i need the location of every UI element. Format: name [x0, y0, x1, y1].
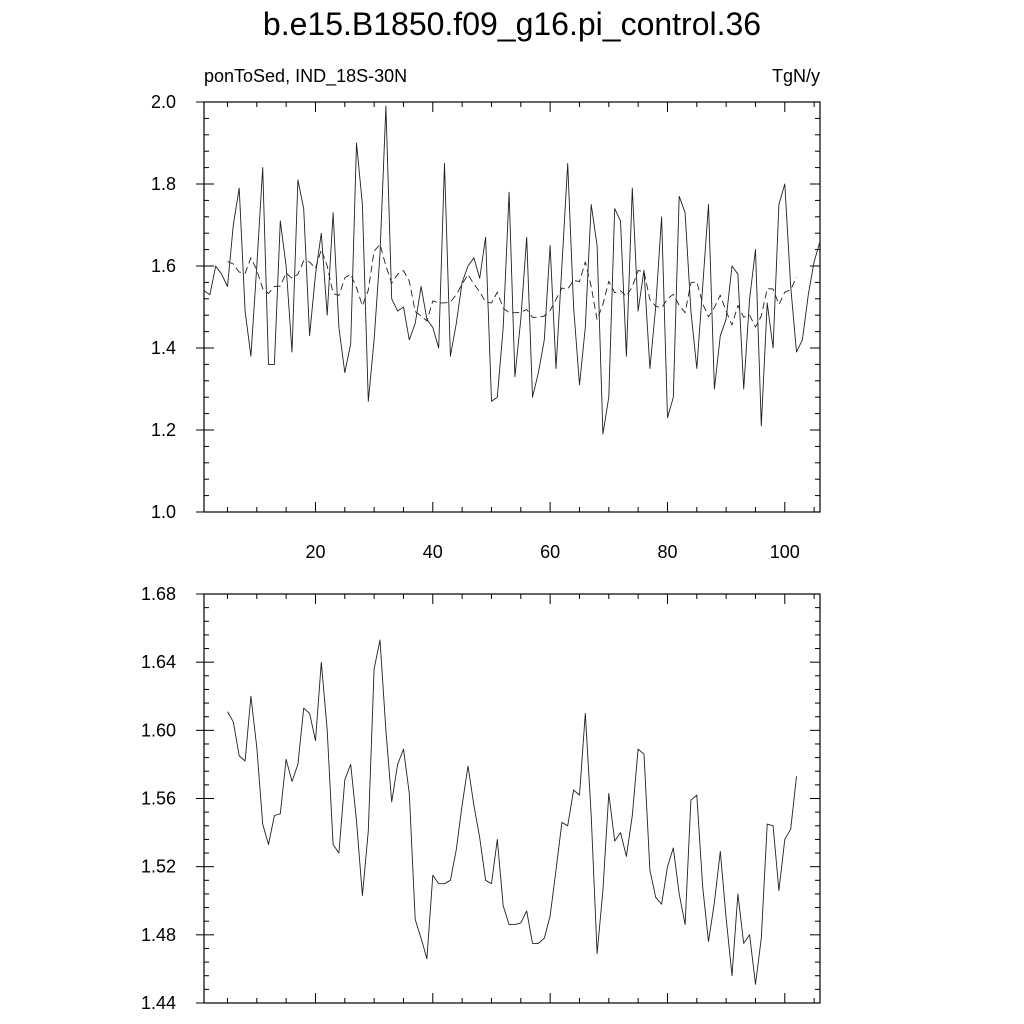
y-tick-label: 1.8	[151, 174, 176, 194]
y-tick-label: 1.48	[141, 925, 176, 945]
y-tick-label: 1.60	[141, 720, 176, 740]
series-line-dashed	[227, 243, 797, 328]
y-tick-label: 1.0	[151, 502, 176, 522]
x-tick-label: 20	[305, 542, 325, 562]
bottom-panel: 1.44 1.48 1.52 1.56 1.60 1.64 1.68	[141, 584, 821, 1013]
chart-title: b.e15.B1850.f09_g16.pi_control.36	[262, 6, 762, 42]
x-tick-label: 40	[423, 542, 443, 562]
x-tick-label: 60	[540, 542, 560, 562]
plot-frame	[203, 101, 821, 513]
x-tick-label: 80	[657, 542, 677, 562]
top-panel: 20 40 60 80 100 1.0 1.2 1.4 1.6 1.8 2.0	[151, 92, 821, 562]
units-label: TgN/y	[771, 66, 820, 86]
y-tick-label: 1.68	[141, 584, 176, 604]
y-tick-label: 1.44	[141, 993, 176, 1013]
plot-frame	[203, 593, 821, 1004]
series-line	[203, 105, 821, 435]
y-tick-label: 2.0	[151, 92, 176, 112]
y-tick-label: 1.56	[141, 789, 176, 809]
y-tick-label: 1.2	[151, 420, 176, 440]
x-tick-label: 100	[770, 542, 800, 562]
series-line	[227, 639, 797, 985]
y-tick-label: 1.64	[141, 652, 176, 672]
y-tick-label: 1.52	[141, 857, 176, 877]
y-tick-label: 1.4	[151, 338, 176, 358]
y-tick-label: 1.6	[151, 256, 176, 276]
variable-region-label: ponToSed, IND_18S-30N	[204, 66, 408, 86]
